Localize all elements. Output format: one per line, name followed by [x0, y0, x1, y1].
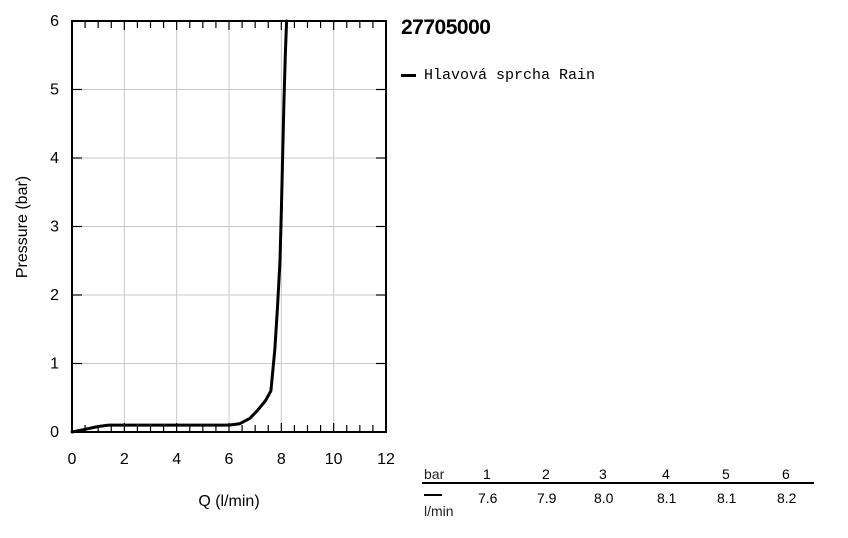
y-tick-label: 1	[50, 356, 59, 373]
flow-table-pressure-value: 3	[599, 466, 607, 482]
flow-table-pressure-value: 2	[542, 466, 550, 482]
y-tick-label: 6	[50, 13, 59, 30]
x-tick-label: 12	[377, 451, 395, 468]
flow-table-pressure-unit: bar	[424, 466, 445, 482]
y-tick-label: 3	[50, 219, 59, 236]
flow-table-flow-value: 8.2	[777, 490, 797, 506]
series-lines	[70, 19, 289, 434]
y-tick-label: 0	[50, 424, 59, 441]
flow-table-flow-value: 8.1	[657, 490, 677, 506]
x-tick-label: 10	[325, 451, 343, 468]
x-tick-label: 8	[277, 451, 286, 468]
flow-table-pressure-value: 4	[662, 466, 670, 482]
x-tick-label: 6	[225, 451, 234, 468]
legend-label: Hlavová sprcha Rain	[424, 67, 596, 84]
legend-line-swatch	[401, 74, 416, 77]
flow-table-pressure-value: 6	[782, 466, 790, 482]
grid-lines	[72, 21, 386, 432]
flow-table-flow-value: 8.0	[594, 490, 614, 506]
flow-table-flow-value: 7.9	[537, 490, 557, 506]
flow-table-pressure-value: 1	[483, 466, 491, 482]
flow-table-pressure-value: 5	[722, 466, 730, 482]
y-tick-label: 2	[50, 287, 59, 304]
series-line	[70, 19, 289, 434]
y-axis-label: Pressure (bar)	[14, 176, 31, 278]
flow-table-rule	[422, 482, 814, 484]
x-axis-label: Q (l/min)	[198, 493, 259, 510]
y-tick-label: 4	[50, 150, 59, 167]
x-tick-label: 2	[120, 451, 129, 468]
legend: Hlavová sprcha Rain	[401, 67, 595, 84]
chart-title: 27705000	[401, 16, 491, 39]
flow-table-flow-unit: l/min	[424, 503, 454, 519]
y-tick-label: 5	[50, 82, 59, 99]
flow-table-flow-value: 7.6	[478, 490, 498, 506]
flow-table-flow-value: 8.1	[717, 490, 737, 506]
flow-table-series-mark	[424, 494, 442, 496]
flow-table: bar l/min 1 2 3 4 5 6 7.6 7.9 8.0 8.1 8.1 8.2	[422, 466, 814, 526]
x-tick-label: 0	[68, 451, 77, 468]
plot-frame	[71, 20, 387, 433]
x-tick-label: 4	[172, 451, 181, 468]
